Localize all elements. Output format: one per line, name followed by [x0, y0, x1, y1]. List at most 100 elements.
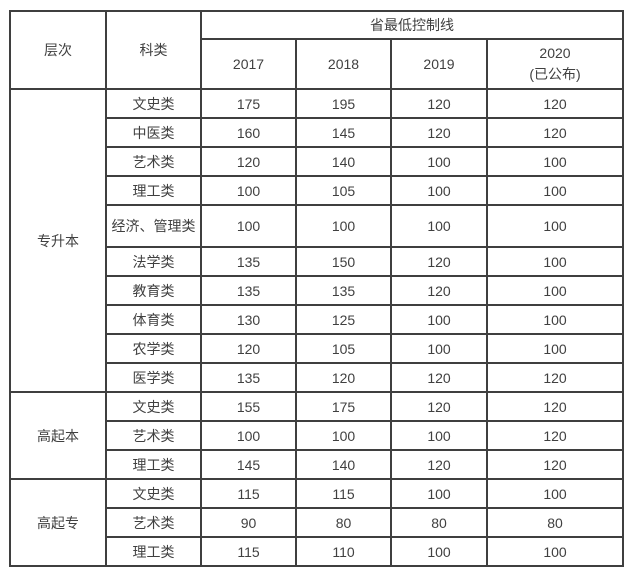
- value-cell: 120: [486, 117, 624, 148]
- value-cell: 80: [295, 507, 392, 538]
- category-cell: 艺术类: [105, 420, 202, 451]
- category-cell: 理工类: [105, 536, 202, 567]
- value-cell: 100: [200, 204, 297, 248]
- table-row: 专升本 文史类 175 195 120 120: [9, 88, 624, 393]
- category-cell: 理工类: [105, 175, 202, 206]
- value-cell: 120: [486, 420, 624, 451]
- category-cell: 文史类: [105, 391, 202, 422]
- header-row-2: 2017 2018 2019 2020 (已公布): [10, 38, 624, 90]
- value-cell: 150: [295, 246, 392, 277]
- table-row: 高起本 文史类 155 175 120 120: [9, 391, 624, 480]
- category-cell: 艺术类: [105, 146, 202, 177]
- value-cell: 100: [200, 175, 297, 206]
- value-cell: 90: [200, 507, 297, 538]
- value-cell: 100: [486, 536, 624, 567]
- value-cell: 100: [295, 420, 392, 451]
- table-row: 教育类 135 135 120 100: [10, 275, 624, 306]
- value-cell: 115: [200, 478, 297, 509]
- value-cell: 120: [390, 449, 488, 480]
- header-level: 层次: [9, 10, 107, 90]
- category-cell: 体育类: [105, 304, 202, 335]
- value-cell: 135: [200, 362, 297, 393]
- value-cell: 135: [200, 275, 297, 306]
- value-cell: 80: [390, 507, 488, 538]
- value-cell: 100: [486, 304, 624, 335]
- value-cell: 120: [390, 391, 488, 422]
- value-cell: 175: [200, 88, 297, 119]
- table-row: 高起专 文史类 115 115 100 100: [9, 478, 624, 567]
- value-cell: 100: [390, 536, 488, 567]
- value-cell: 130: [200, 304, 297, 335]
- header-year-2019: 2019: [390, 38, 488, 90]
- value-cell: 120: [390, 362, 488, 393]
- category-cell: 教育类: [105, 275, 202, 306]
- table-row: 经济、管理类 100 100 100 100: [10, 204, 624, 248]
- table-row: 理工类 145 140 120 120: [10, 449, 624, 480]
- value-cell: 120: [295, 362, 392, 393]
- value-cell: 120: [486, 391, 624, 422]
- value-cell: 135: [200, 246, 297, 277]
- value-cell: 115: [295, 478, 392, 509]
- value-cell: 120: [390, 275, 488, 306]
- value-cell: 160: [200, 117, 297, 148]
- header-group-title: 省最低控制线: [200, 10, 624, 40]
- value-cell: 100: [390, 420, 488, 451]
- category-cell: 医学类: [105, 362, 202, 393]
- value-cell: 120: [390, 88, 488, 119]
- value-cell: 120: [390, 117, 488, 148]
- header-year-2018: 2018: [295, 38, 392, 90]
- value-cell: 100: [295, 204, 392, 248]
- category-cell: 法学类: [105, 246, 202, 277]
- table-row: 农学类 120 105 100 100: [10, 333, 624, 364]
- value-cell: 145: [200, 449, 297, 480]
- value-cell: 135: [295, 275, 392, 306]
- value-cell: 100: [200, 420, 297, 451]
- category-cell: 中医类: [105, 117, 202, 148]
- value-cell: 100: [486, 275, 624, 306]
- value-cell: 110: [295, 536, 392, 567]
- value-cell: 125: [295, 304, 392, 335]
- header-year-2020-note: (已公布): [529, 66, 581, 82]
- table-row: 艺术类 120 140 100 100: [10, 146, 624, 177]
- value-cell: 80: [486, 507, 624, 538]
- score-table: 层次 科类 省最低控制线 2017 2018 2019 2020 (已公布) 专…: [9, 10, 624, 567]
- level-cell-gaoqiben: 高起本: [9, 391, 107, 480]
- category-cell: 农学类: [105, 333, 202, 364]
- value-cell: 100: [486, 478, 624, 509]
- value-cell: 100: [486, 175, 624, 206]
- value-cell: 120: [486, 449, 624, 480]
- header-row-1: 层次 科类 省最低控制线: [9, 10, 624, 90]
- value-cell: 140: [295, 146, 392, 177]
- table-row: 法学类 135 150 120 100: [10, 246, 624, 277]
- value-cell: 120: [200, 146, 297, 177]
- level-cell-gaoqizhuan: 高起专: [9, 478, 107, 567]
- value-cell: 140: [295, 449, 392, 480]
- table-row: 艺术类 100 100 100 120: [10, 420, 624, 451]
- category-cell: 艺术类: [105, 507, 202, 538]
- value-cell: 100: [390, 478, 488, 509]
- value-cell: 100: [390, 146, 488, 177]
- table-row: 艺术类 90 80 80 80: [10, 507, 624, 538]
- category-cell: 经济、管理类: [105, 204, 202, 248]
- value-cell: 100: [486, 333, 624, 364]
- value-cell: 100: [486, 204, 624, 248]
- header-year-2020: 2020 (已公布): [486, 38, 624, 90]
- category-cell: 文史类: [105, 478, 202, 509]
- value-cell: 100: [390, 204, 488, 248]
- value-cell: 120: [200, 333, 297, 364]
- category-cell: 理工类: [105, 449, 202, 480]
- table-row: 中医类 160 145 120 120: [10, 117, 624, 148]
- value-cell: 100: [390, 304, 488, 335]
- header-year-2020-label: 2020: [539, 45, 571, 61]
- value-cell: 120: [486, 362, 624, 393]
- header-year-2017: 2017: [200, 38, 297, 90]
- value-cell: 105: [295, 175, 392, 206]
- value-cell: 155: [200, 391, 297, 422]
- header-category: 科类: [105, 10, 202, 90]
- value-cell: 145: [295, 117, 392, 148]
- value-cell: 195: [295, 88, 392, 119]
- value-cell: 100: [390, 175, 488, 206]
- value-cell: 100: [486, 246, 624, 277]
- level-cell-zhuanshengben: 专升本: [9, 88, 107, 393]
